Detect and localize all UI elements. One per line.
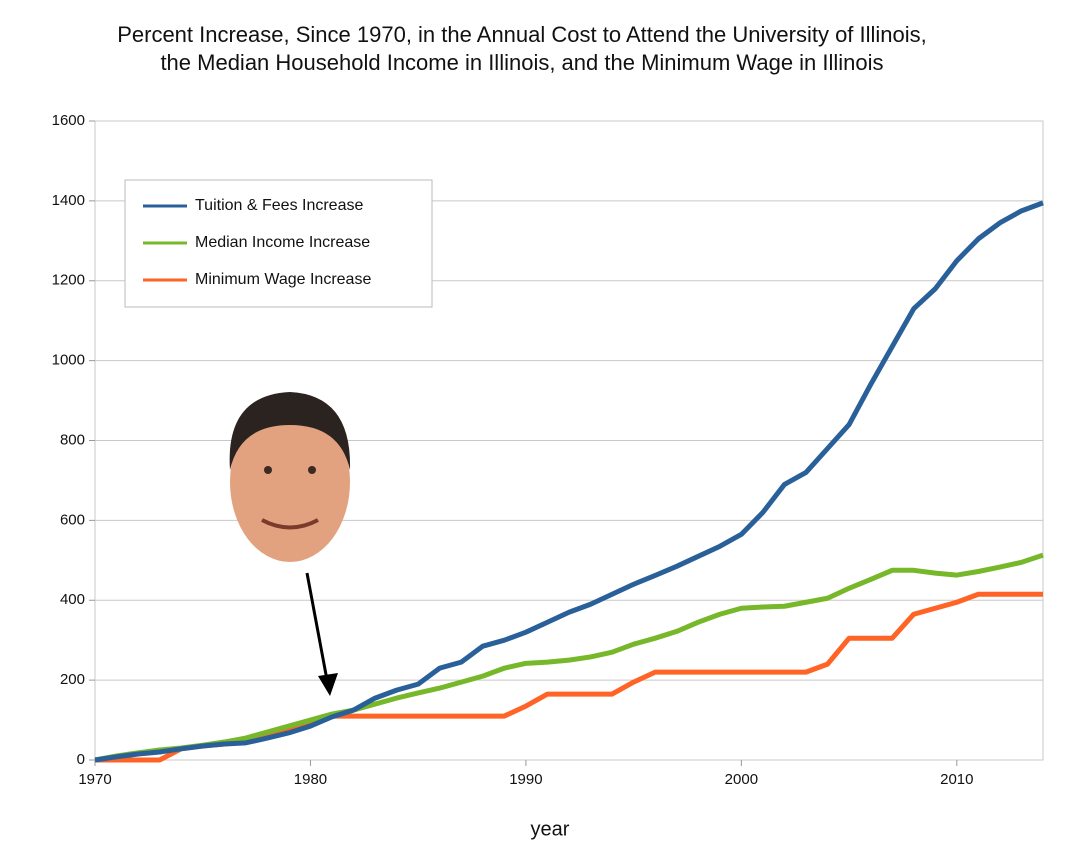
chart-title: the Median Household Income in Illinois,… xyxy=(160,50,883,75)
y-tick-label: 200 xyxy=(60,671,85,688)
y-tick-label: 1200 xyxy=(52,272,85,289)
series-line xyxy=(95,591,1043,763)
y-tick-label: 600 xyxy=(60,511,85,528)
y-tick-label: 1000 xyxy=(52,352,85,369)
y-tick-label: 1600 xyxy=(52,112,85,129)
chart-title: Percent Increase, Since 1970, in the Ann… xyxy=(117,22,927,47)
x-tick-label: 2010 xyxy=(940,771,973,788)
x-tick-label: 1990 xyxy=(509,771,542,788)
y-tick-label: 800 xyxy=(60,431,85,448)
portrait xyxy=(229,392,351,562)
x-tick-label: 2000 xyxy=(725,771,758,788)
legend-label: Tuition & Fees Increase xyxy=(195,197,363,214)
y-tick-label: 0 xyxy=(77,751,85,768)
x-axis-label: year xyxy=(531,818,570,840)
y-tick-label: 1400 xyxy=(52,192,85,209)
arrow xyxy=(305,572,338,696)
series-line xyxy=(94,552,1044,763)
x-tick-label: 1970 xyxy=(78,771,111,788)
x-tick-label: 1980 xyxy=(294,771,327,788)
y-tick-label: 400 xyxy=(60,591,85,608)
legend-label: Median Income Increase xyxy=(195,234,370,251)
series-line xyxy=(94,200,1044,763)
legend-label: Minimum Wage Increase xyxy=(195,271,371,288)
